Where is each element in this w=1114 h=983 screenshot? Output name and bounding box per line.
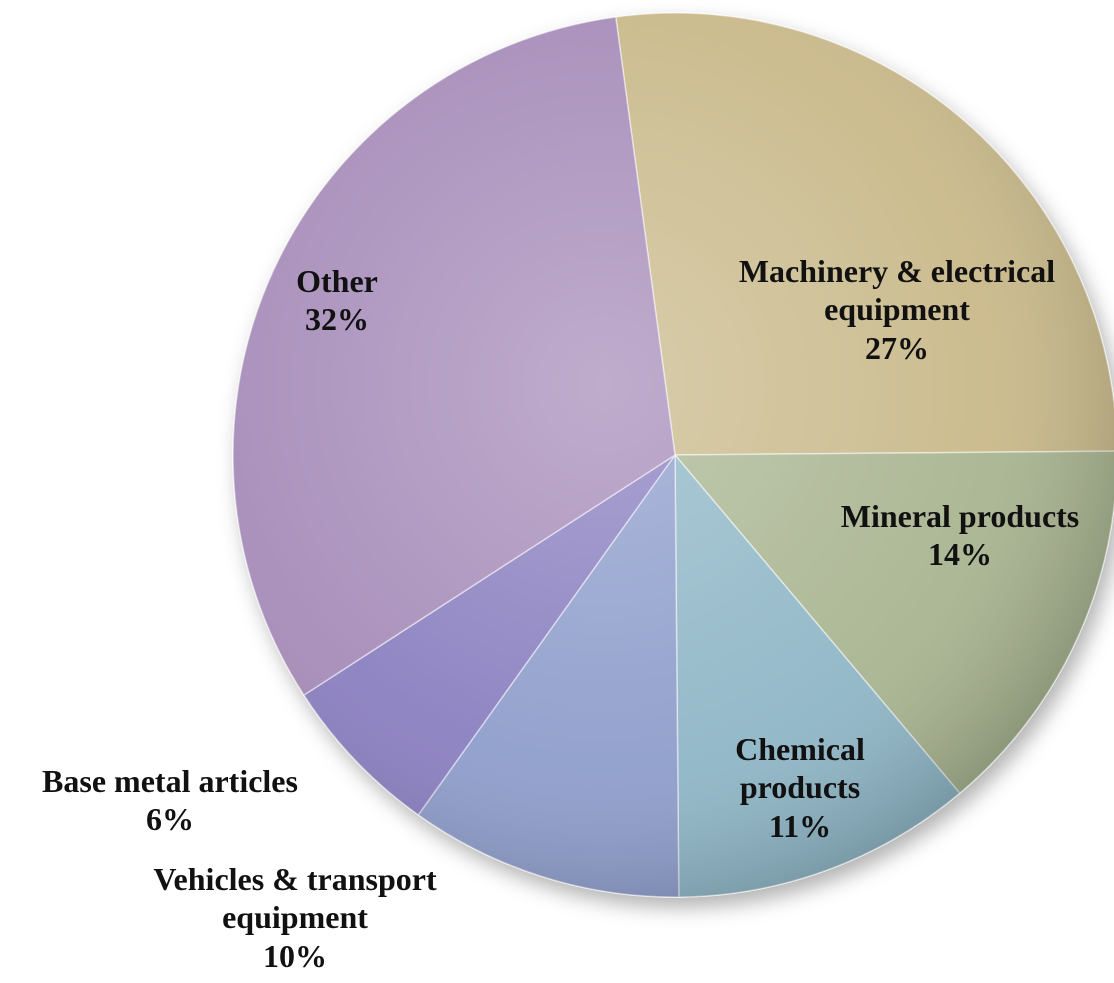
value-label: 6%	[146, 801, 194, 838]
slice-label: Other 32%	[262, 262, 412, 339]
category-label: Machinery & electrical equipment	[738, 253, 1056, 328]
category-label: Base metal articles	[42, 763, 298, 799]
value-label: 11%	[768, 807, 832, 844]
slice	[614, 12, 1114, 456]
category-label: Other	[296, 263, 378, 299]
slice-label: Base metal articles 6%	[0, 762, 340, 839]
value-label: 14%	[928, 536, 992, 573]
slice-label: Vehicles & transport equipment 10%	[105, 860, 485, 975]
slice-label: Mineral products 14%	[795, 497, 1114, 574]
category-label: Mineral products	[840, 498, 1080, 534]
category-label: Chemical products	[735, 731, 865, 806]
value-label: 27%	[865, 329, 929, 366]
category-label: Vehicles & transport equipment	[153, 861, 437, 936]
slice-label: Machinery & electrical equipment 27%	[732, 252, 1062, 367]
value-label: 32%	[305, 301, 369, 338]
slices	[232, 12, 1114, 898]
value-label: 10%	[263, 937, 327, 974]
slice-label: Chemical products 11%	[700, 730, 900, 845]
